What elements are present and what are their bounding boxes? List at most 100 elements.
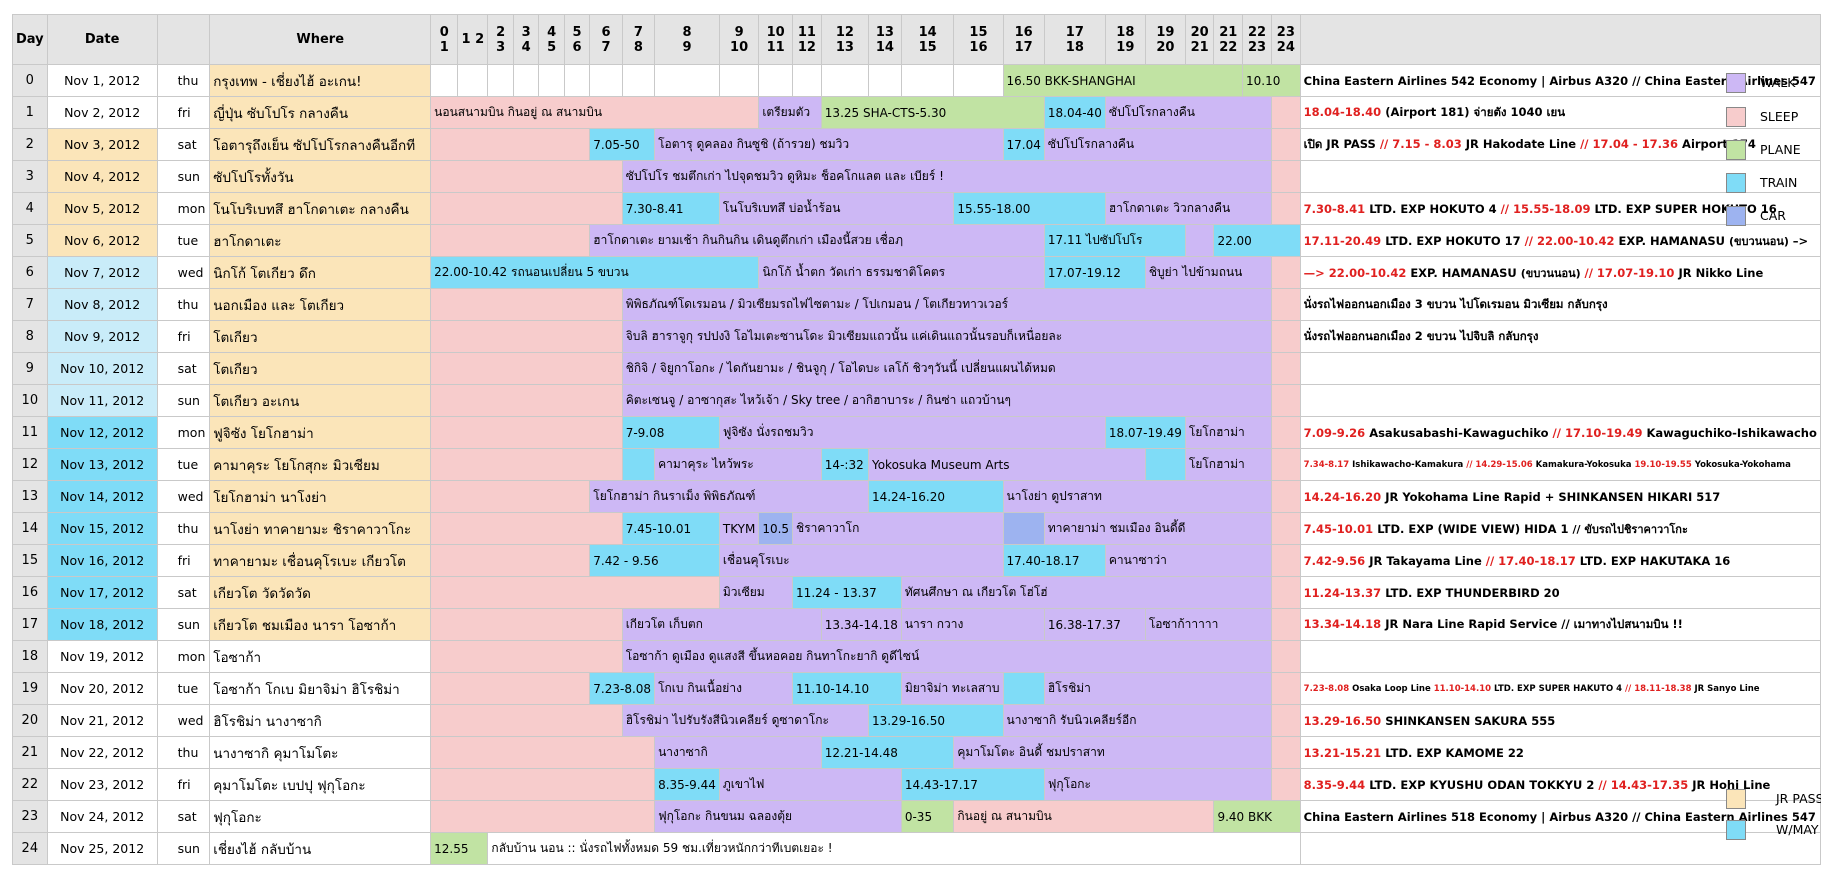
date-cell: Nov 19, 2012	[46, 640, 158, 673]
hour-start-label: 19	[1156, 24, 1175, 40]
where-cell: เกียวโต วัดวัดวัด	[209, 576, 432, 609]
note-text: JR Nara Line Rapid Service // เมาทางไปสน…	[1385, 616, 1683, 631]
timeline-cell	[1271, 448, 1301, 481]
timeline-cell	[1271, 672, 1301, 705]
hour-end-label: 16	[969, 39, 988, 55]
header-hour: 12 13	[820, 14, 869, 65]
where-cell: ฮาโกดาเตะ	[209, 224, 432, 257]
note-cell: 7.23-8.08 Osaka Loop Line 11.10-14.10 LT…	[1299, 672, 1821, 705]
timeline-cell: 7-9.08	[621, 416, 720, 449]
note-text: เปิด JR PASS	[1303, 136, 1380, 151]
timeline-cell: โยโกฮาม่า กินราเม็ง พิพิธภัณฑ์	[589, 480, 869, 513]
hour-start-label: 16	[1014, 24, 1033, 40]
timeline-cell	[430, 128, 591, 161]
where-cell: เชี่ยงไฮ้ กลับบ้าน	[209, 832, 432, 865]
date-cell: Nov 18, 2012	[46, 608, 158, 641]
timeline-cell	[1002, 512, 1045, 545]
table-row: 11 Nov 12, 2012 mon ฟูจิซัง โยโกฮาม่า 7-9.08…	[12, 416, 1821, 449]
where-cell: ฟูจิซัง โยโกฮาม่า	[209, 416, 432, 449]
note-text: China Eastern Airlines 518 Economy | Air…	[1303, 809, 1816, 824]
timeline-cell	[1271, 128, 1301, 161]
weekday-cell: tue	[156, 448, 211, 481]
weekday-cell: tue	[156, 672, 211, 705]
note-cell: 13.21-15.21 LTD. EXP KAMOME 22	[1299, 736, 1821, 769]
note-text: Kamakura-Yokosuka	[1535, 459, 1635, 470]
timeline-cell: 7.30-8.41	[621, 192, 720, 225]
weekday-cell: thu	[156, 288, 211, 321]
timeline-cell	[1271, 768, 1301, 801]
hour-start-label: 0	[439, 24, 449, 40]
note-text: // 17.04 - 17.36	[1580, 136, 1683, 151]
note-cell: 17.11-20.49 LTD. EXP HOKUTO 17 // 22.00-…	[1299, 224, 1821, 257]
timeline-cell: นางาซากิ รับนิวเคลียร์อีก	[1002, 704, 1273, 737]
hour-start-label: 11	[797, 24, 816, 40]
header-hour: 9 10	[718, 14, 760, 65]
date-cell: Nov 7, 2012	[46, 256, 158, 289]
timeline-cell	[430, 608, 623, 641]
timeline-cell: 12.55	[430, 832, 489, 865]
timeline-cell: โกเบ กินเนื้อย่าง	[654, 672, 794, 705]
where-cell: นาโงย่า ทาคายามะ ชิราคาวาโกะ	[209, 512, 432, 545]
hour-start-label: 4	[547, 24, 557, 40]
where-cell: นอกเมือง และ โตเกียว	[209, 288, 432, 321]
date-cell: Nov 8, 2012	[46, 288, 158, 321]
weekday-cell: sun	[156, 832, 211, 865]
timeline-cell: ชิกิจิ / จิยูกาโอกะ / ไดกันยามะ / ชินจูก…	[621, 352, 1273, 385]
note-text: JR Hakodate Line	[1465, 136, 1581, 151]
timeline-cell	[430, 192, 623, 225]
legend-swatch	[1726, 140, 1746, 160]
weekday-cell: mon	[156, 640, 211, 673]
date-cell: Nov 3, 2012	[46, 128, 158, 161]
hour-end-label: 17	[1014, 39, 1033, 55]
note-text: 11.24-13.37	[1303, 585, 1386, 600]
timeline-cell	[430, 224, 591, 257]
note-text: 7.45-10.01	[1303, 521, 1378, 536]
note-cell: 7.34-8.17 Ishikawacho-Kamakura // 14.29-…	[1299, 448, 1821, 481]
note-text: LTD. EXP KAMOME 22	[1385, 745, 1524, 760]
header-day: Day	[12, 14, 48, 65]
day-cell: 6	[12, 256, 48, 289]
timeline-cell	[1271, 608, 1301, 641]
table-row: 9 Nov 10, 2012 sat โตเกียว ชิกิจิ / จิยูกาโอ…	[12, 352, 1821, 385]
where-cell: โนโบริเบทสึ ฮาโกดาเตะ กลางคืน	[209, 192, 432, 225]
date-cell: Nov 2, 2012	[46, 96, 158, 129]
note-text: 7.42-9.56	[1303, 553, 1370, 568]
timeline-cell: เชื่อนคุโรเบะ	[718, 544, 1004, 577]
timeline-cell	[1271, 192, 1301, 225]
timeline-cell	[1271, 512, 1301, 545]
timeline-cell: เกียวโต เก็บตก	[621, 608, 822, 641]
note-text: 19.10-19.55	[1634, 459, 1695, 470]
date-cell: Nov 14, 2012	[46, 480, 158, 513]
note-cell: นั่งรถไฟออกนอกเมือง 3 ขบวน ไปโดเรมอน มิว…	[1299, 288, 1821, 321]
note-cell	[1299, 832, 1821, 865]
note-text: –>	[1792, 233, 1809, 248]
hour-end-label: 19	[1116, 39, 1135, 55]
day-cell: 16	[12, 576, 48, 609]
day-cell: 2	[12, 128, 48, 161]
table-row: 14 Nov 15, 2012 thu นาโงย่า ทาคายามะ ชิราคา…	[12, 512, 1821, 545]
note-cell: 11.24-13.37 LTD. EXP THUNDERBIRD 20	[1299, 576, 1821, 609]
timeline-cell: จิบลิ ฮาราจูกุ รปปงงิ โอไมเตะซานโดะ มิวเ…	[621, 320, 1273, 353]
weekday-cell: sun	[156, 608, 211, 641]
note-text: 7.30-8.41	[1303, 201, 1370, 216]
timeline-cell: โนโบริเบทสึ บ่อน้ำร้อน	[718, 192, 955, 225]
timeline-cell	[430, 800, 656, 833]
day-cell: 24	[12, 832, 48, 865]
timeline-cell: ภูเขาไฟ	[718, 768, 902, 801]
note-text: LTD. EXP HOKUTO 17	[1385, 233, 1525, 248]
timeline-cell: ซัปโปโร ชมตึกเก่า ไปจุดชมวิว ดูหิมะ ช็อค…	[621, 160, 1273, 193]
timeline-cell	[430, 352, 623, 385]
weekday-cell: fri	[156, 320, 211, 353]
timeline-cell: 16.38-17.37	[1043, 608, 1146, 641]
hour-end-label: 23	[1247, 39, 1267, 55]
timeline-cell	[621, 64, 656, 97]
header-hour: 16 17	[1002, 14, 1045, 65]
where-cell: ซัปโปโรทั้งวัน	[209, 160, 432, 193]
date-cell: Nov 13, 2012	[46, 448, 158, 481]
hour-end-label: 7	[601, 39, 611, 55]
weekday-cell: tue	[156, 224, 211, 257]
where-cell: โยโกฮาม่า นาโงย่า	[209, 480, 432, 513]
